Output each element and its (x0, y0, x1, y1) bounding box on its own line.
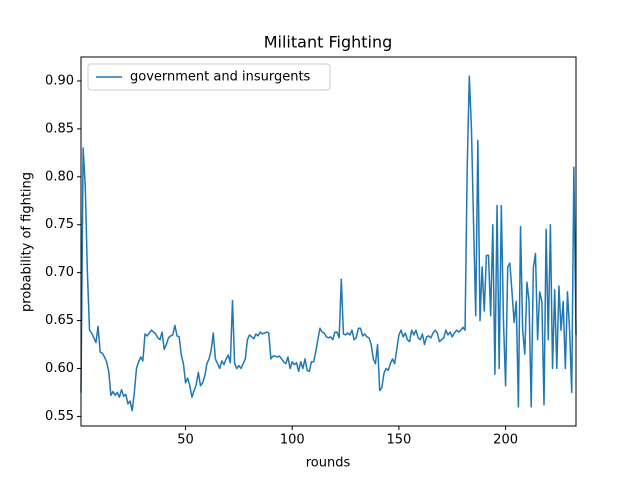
y-tick-label: 0.80 (45, 169, 74, 184)
x-tick-label: 50 (177, 433, 194, 448)
data-line (80, 75, 577, 412)
legend-box (87, 63, 331, 91)
plot-frame (80, 56, 577, 427)
legend-label: government and insurgents (130, 70, 311, 85)
y-tick-label: 0.55 (45, 409, 74, 424)
chart-title: Militant Fighting (264, 33, 393, 52)
y-tick-label: 0.60 (45, 361, 74, 376)
y-tick-label: 0.85 (45, 121, 74, 136)
y-tick-label: 0.90 (45, 73, 74, 88)
y-tick-label: 0.75 (45, 217, 74, 232)
y-axis-label: probability of fighting (20, 172, 35, 312)
y-tick-label: 0.70 (45, 265, 74, 280)
x-tick-label: 150 (386, 433, 411, 448)
x-tick-label: 100 (280, 433, 305, 448)
x-axis-label: rounds (306, 456, 351, 471)
y-tick-label: 0.65 (45, 313, 74, 328)
x-tick-label: 200 (493, 433, 518, 448)
